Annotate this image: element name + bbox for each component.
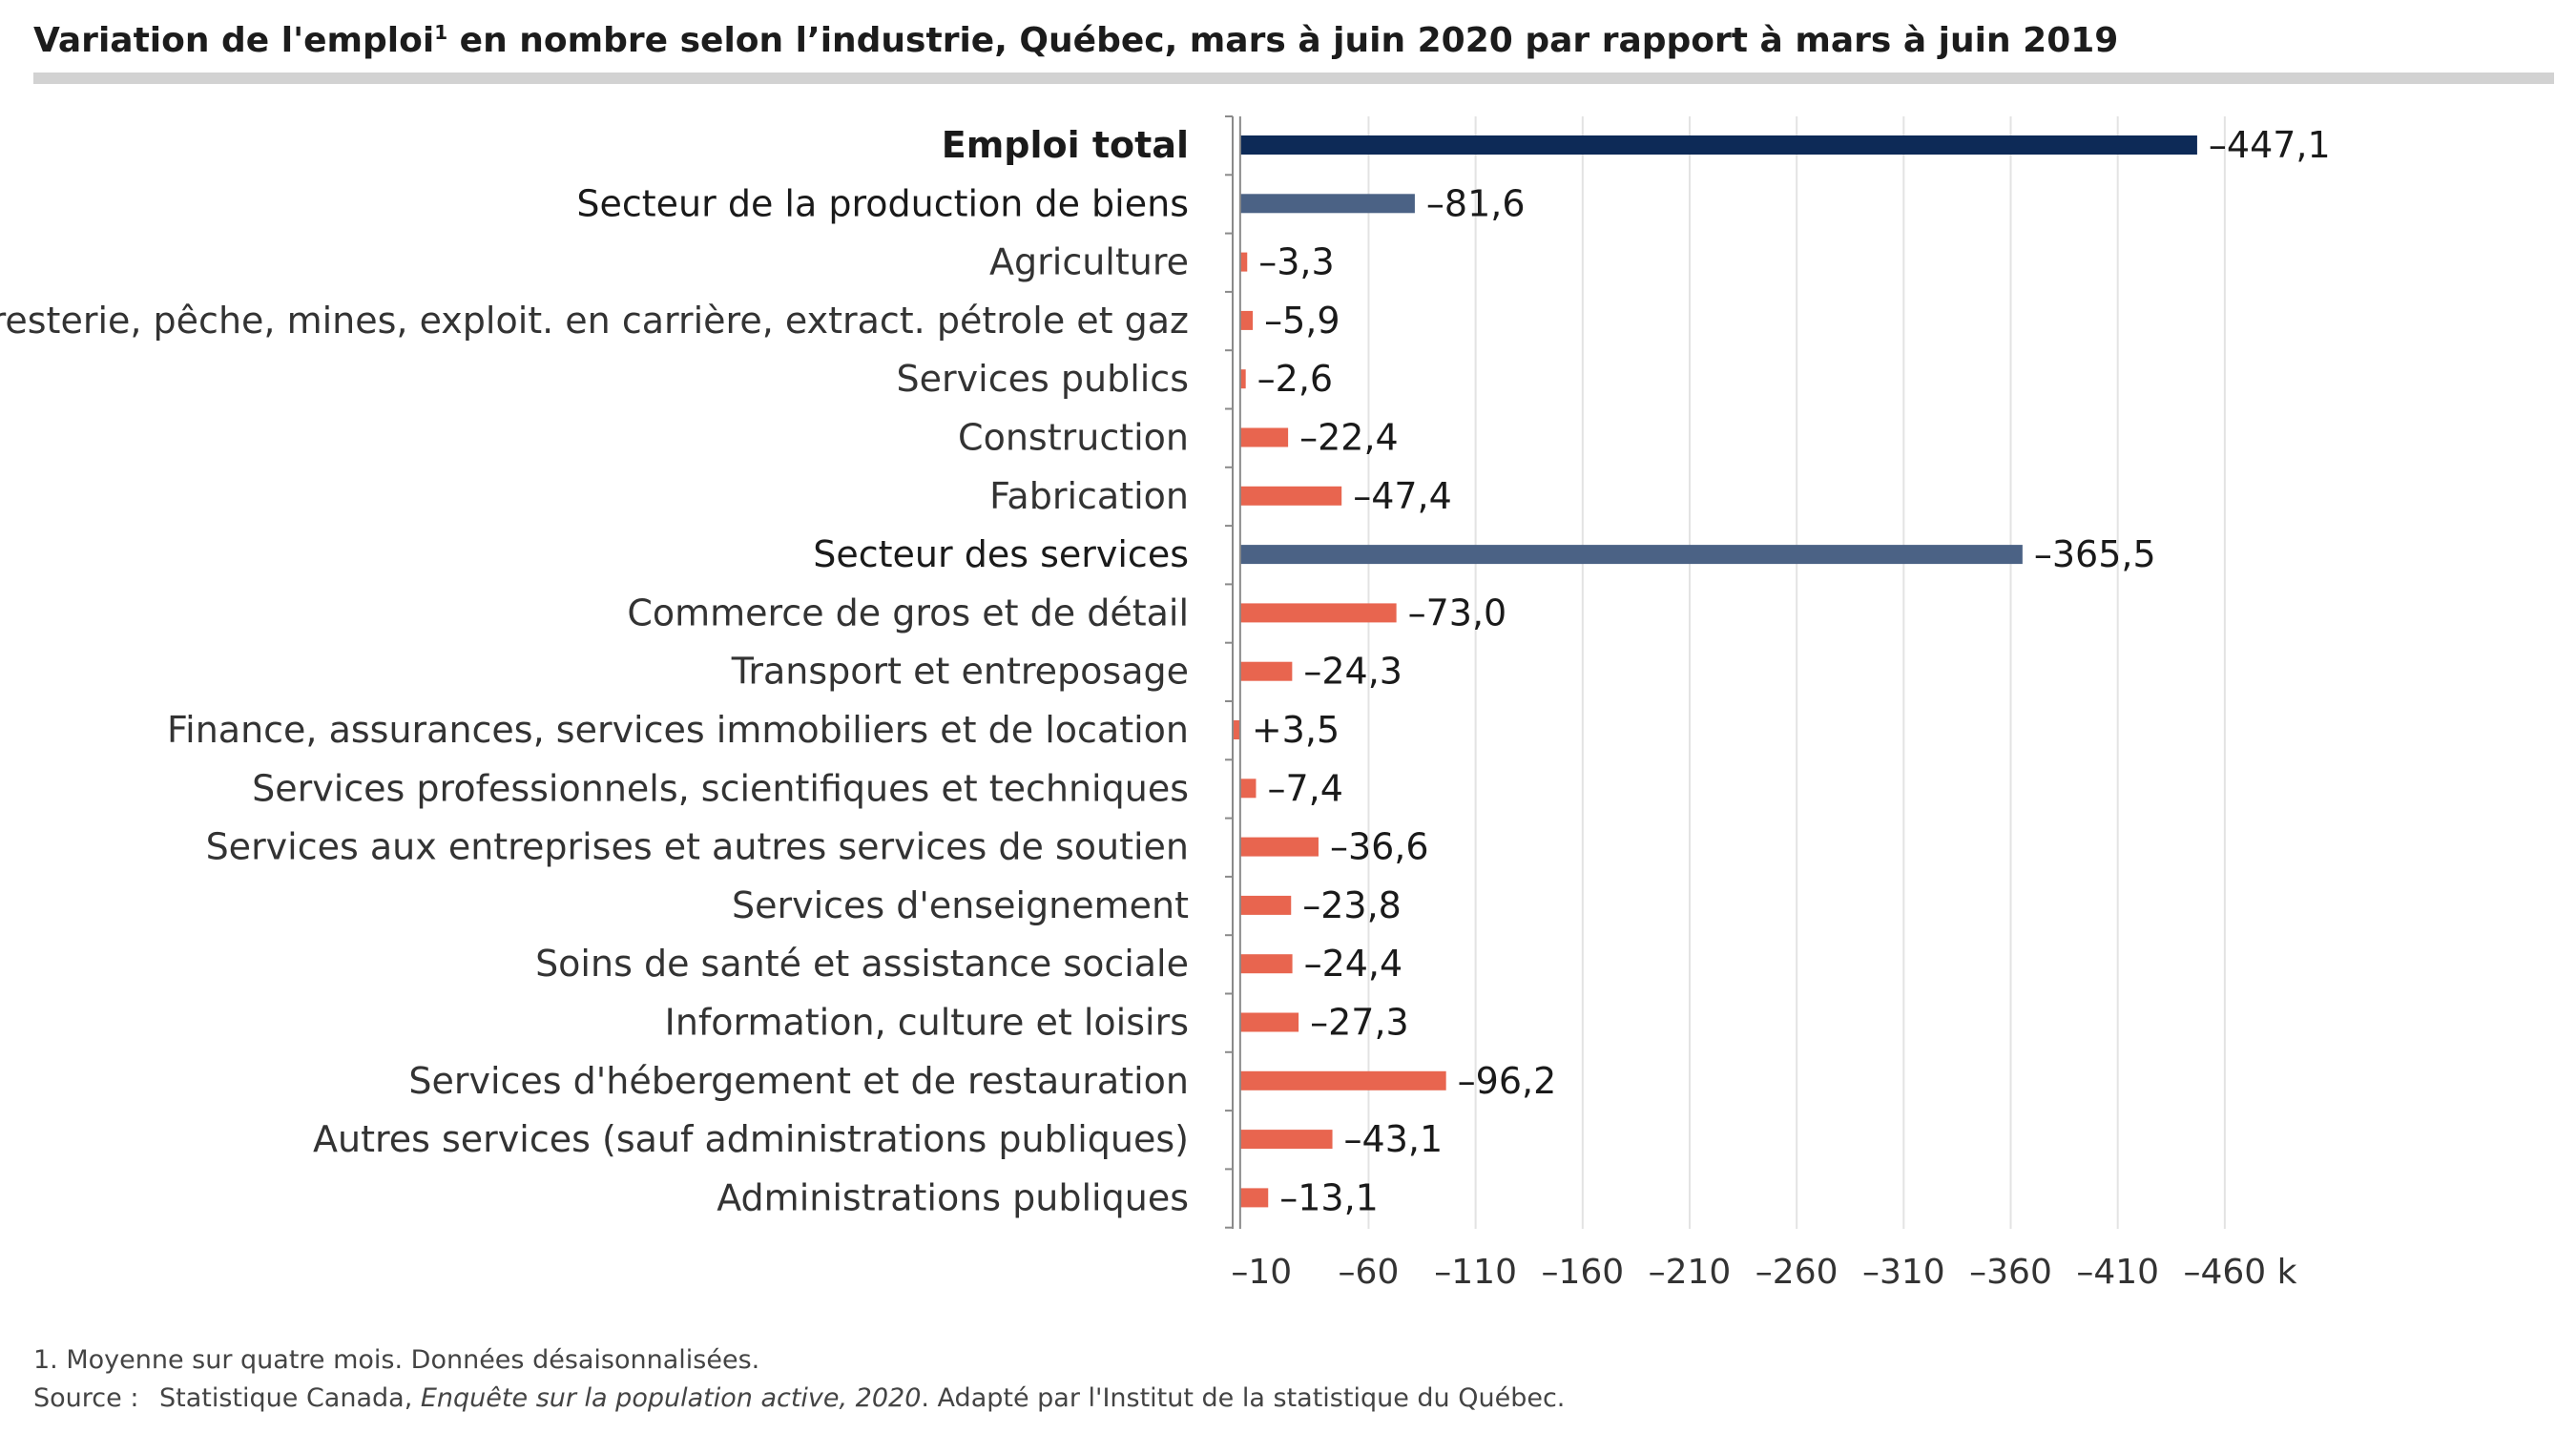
x-tick-label: –260 <box>1755 1253 1839 1292</box>
category-label: Foresterie, pêche, mines, exploit. en ca… <box>0 300 1189 342</box>
bar <box>1239 837 1319 857</box>
x-tick-label: –460 <box>2184 1253 2267 1292</box>
x-tick-label: –10 <box>1231 1253 1292 1292</box>
category-label: Services publics <box>897 358 1189 400</box>
x-tick-labels: –10 –60 –110 –160 –210 –260 –310 –360 –410 –460 k <box>1231 1253 2296 1292</box>
source-note: Source : Statistique Canada, Enquête sur … <box>33 1383 1565 1413</box>
source-suffix: . Adapté par l'Institut de la statistiqu… <box>921 1383 1566 1413</box>
title-footnote-mark: 1 <box>434 21 448 44</box>
title-text: Variation de l'emploi <box>33 21 435 60</box>
category-label: Services d'hébergement et de restauratio… <box>408 1060 1189 1102</box>
value-label: –447,1 <box>2209 124 2331 166</box>
category-label: Services d'enseignement <box>732 884 1189 926</box>
source-org: Statistique Canada, <box>159 1383 421 1413</box>
value-label: –27,3 <box>1310 1002 1409 1044</box>
bar <box>1239 1188 1269 1208</box>
x-tick-label: –360 <box>1969 1253 2052 1292</box>
x-unit-label: k <box>2277 1253 2297 1292</box>
x-tick-label: –410 <box>2076 1253 2159 1292</box>
chart-title: Variation de l'emploi1 en nombre selon l… <box>33 21 2118 60</box>
value-label: –13,1 <box>1279 1176 1379 1218</box>
category-label: Administrations publiques <box>717 1176 1189 1218</box>
bar <box>1239 661 1293 681</box>
bar <box>1239 310 1254 330</box>
bar <box>1239 545 2023 565</box>
footnote: 1. Moyenne sur quatre mois. Données désa… <box>33 1345 760 1375</box>
value-label: –5,9 <box>1264 300 1340 342</box>
value-label: –2,6 <box>1257 358 1333 400</box>
x-tick-label: –60 <box>1339 1253 1400 1292</box>
x-tick-label: –160 <box>1541 1253 1624 1292</box>
value-labels: –447,1 –81,6 –3,3 –5,9 –2,6 –22,4 –47,4 –365,5 –… <box>1252 124 2331 1218</box>
value-label: –24,4 <box>1304 943 1403 985</box>
bar <box>1239 1012 1299 1032</box>
value-label: –47,4 <box>1353 475 1452 517</box>
bar <box>1239 194 1415 214</box>
category-label: Commerce de gros et de détail <box>627 592 1189 633</box>
category-label: Information, culture et loisirs <box>665 1002 1189 1044</box>
category-label: Services professionnels, scientifiques e… <box>252 767 1189 809</box>
category-label: Transport et entreposage <box>731 651 1189 693</box>
value-label: –365,5 <box>2034 533 2156 575</box>
category-label: Soins de santé et assistance sociale <box>535 943 1189 985</box>
category-label: Agriculture <box>989 241 1189 283</box>
x-tick-label: –110 <box>1434 1253 1517 1292</box>
value-label: –43,1 <box>1344 1118 1444 1160</box>
bar <box>1239 603 1397 623</box>
bar <box>1239 954 1293 974</box>
value-label: +3,5 <box>1252 709 1340 751</box>
value-label: –36,6 <box>1330 826 1429 868</box>
value-label: –73,0 <box>1408 592 1507 633</box>
value-label: –7,4 <box>1267 767 1342 809</box>
bar <box>1239 1130 1333 1150</box>
axes <box>1225 115 1241 1229</box>
value-label: –3,3 <box>1258 241 1334 283</box>
source-label: Source : <box>33 1383 139 1413</box>
category-label: Secteur des services <box>813 533 1189 575</box>
value-label: –96,2 <box>1458 1060 1557 1102</box>
x-tick-label: –310 <box>1862 1253 1945 1292</box>
bar <box>1239 427 1289 447</box>
category-label: Construction <box>958 417 1189 459</box>
title-rule <box>33 73 2554 84</box>
bar <box>1233 720 1240 739</box>
value-label: –81,6 <box>1426 182 1526 224</box>
bars <box>1233 135 2197 1208</box>
value-label: –22,4 <box>1299 417 1399 459</box>
category-label: Fabrication <box>989 475 1189 517</box>
title-rest: en nombre selon l’industrie, Québec, mar… <box>447 21 2119 60</box>
bar <box>1239 895 1292 915</box>
gridlines <box>1367 116 2226 1229</box>
bar <box>1239 252 1248 272</box>
category-label: Finance, assurances, services immobilier… <box>167 709 1189 751</box>
category-labels: Emploi total Secteur de la production de … <box>0 124 1189 1218</box>
value-label: –23,8 <box>1302 884 1402 926</box>
category-label: Secteur de la production de biens <box>576 182 1189 224</box>
value-label: –24,3 <box>1303 651 1402 693</box>
source-publication: Enquête sur la population active, 2020 <box>420 1383 922 1413</box>
bar <box>1239 369 1246 389</box>
category-label: Emploi total <box>942 124 1189 166</box>
x-tick-label: –210 <box>1649 1253 1732 1292</box>
category-label: Autres services (sauf administrations pu… <box>313 1118 1189 1160</box>
bar <box>1239 135 2197 155</box>
bar <box>1239 779 1257 799</box>
bar <box>1239 1070 1446 1090</box>
bar <box>1239 486 1342 506</box>
category-label: Services aux entreprises et autres servi… <box>206 826 1189 868</box>
